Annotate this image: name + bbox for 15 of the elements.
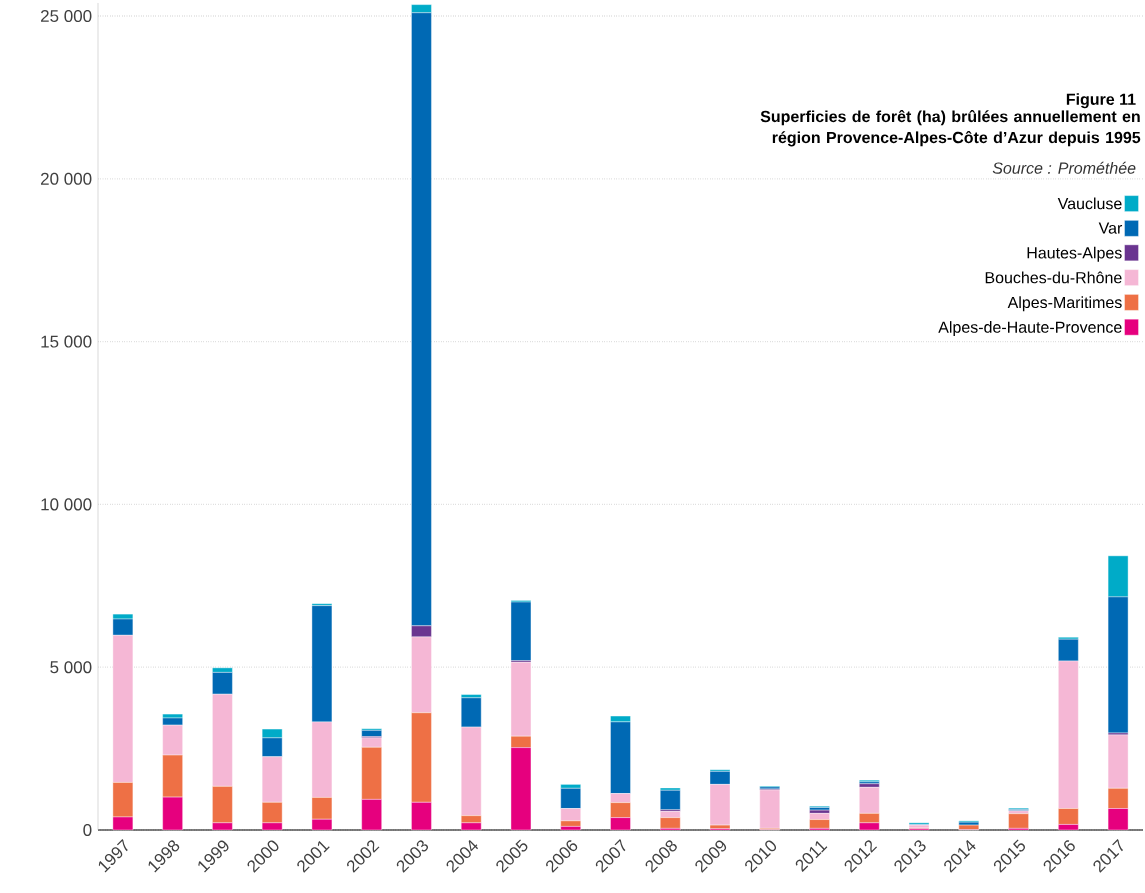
y-tick-label: 10 000 [41,498,92,511]
y-tick-label: 5 000 [50,661,92,674]
legend-label: Hautes-Alpes [1027,246,1122,262]
text: Superficies de forêt (ha) brûlées annuellement en région Provence-Alpes-Côte d’Azur depuis 1995 [760,110,1141,147]
y-tick-label: 25 000 [41,9,92,23]
y-tick-label: 20 000 [41,172,92,185]
legend-label: Vaucluse [1057,197,1122,210]
legend-label: Var [1098,222,1123,234]
legend-label: Alpes-de-Haute-Provence [938,321,1122,337]
y-tick-label: 15 000 [41,335,92,348]
legend-label: Bouches-du-Rhône [985,271,1122,284]
annotation: Source : Prométhée [992,161,1136,174]
legend-label: Alpes-Maritimes [1007,296,1122,312]
text: Figure 11 [1066,93,1136,109]
y-tick-label: 0 [83,823,92,837]
